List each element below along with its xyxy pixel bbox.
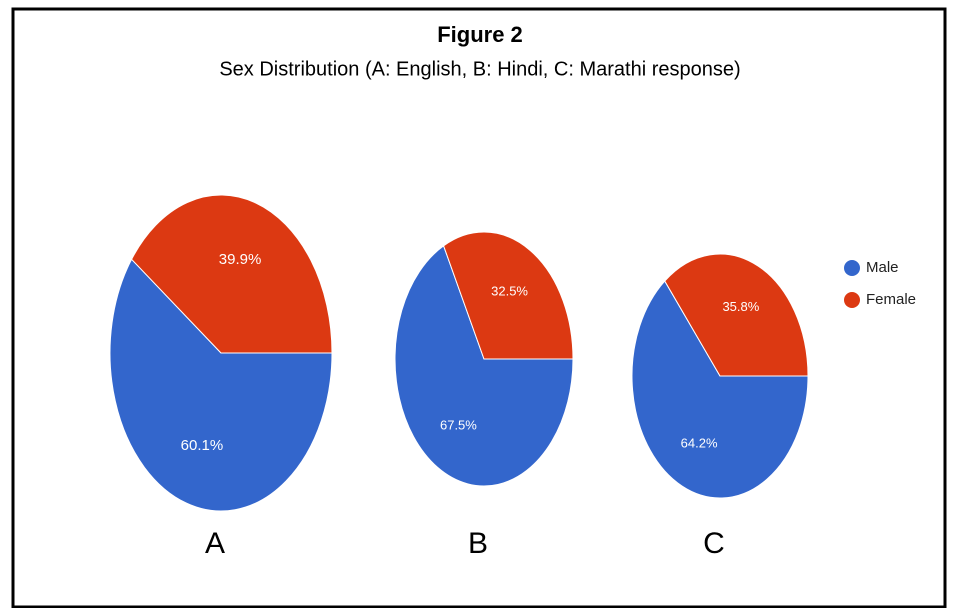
legend-label: Male (866, 259, 899, 276)
pie-slice (664, 253, 809, 377)
data-label: 60.1% (181, 437, 224, 454)
data-label: 35.8% (722, 299, 759, 314)
pie-slice (394, 245, 574, 487)
chart-title: Figure 2 (437, 22, 523, 47)
chart-subtitle: Sex Distribution (A: English, B: Hindi, … (219, 58, 740, 80)
pie-label: C (703, 527, 725, 560)
pie-slice (442, 231, 574, 360)
legend-swatch (844, 260, 860, 276)
pie-label: A (205, 527, 225, 560)
data-label: 39.9% (219, 251, 262, 268)
data-label: 67.5% (440, 418, 477, 433)
data-label: 64.2% (681, 436, 718, 451)
pie-slice (131, 194, 333, 354)
pie-label: B (468, 527, 488, 560)
pie-slice (631, 280, 809, 499)
legend-swatch (844, 292, 860, 308)
legend-label: Female (866, 291, 916, 308)
pie-slice (109, 258, 333, 512)
data-label: 32.5% (491, 283, 528, 298)
